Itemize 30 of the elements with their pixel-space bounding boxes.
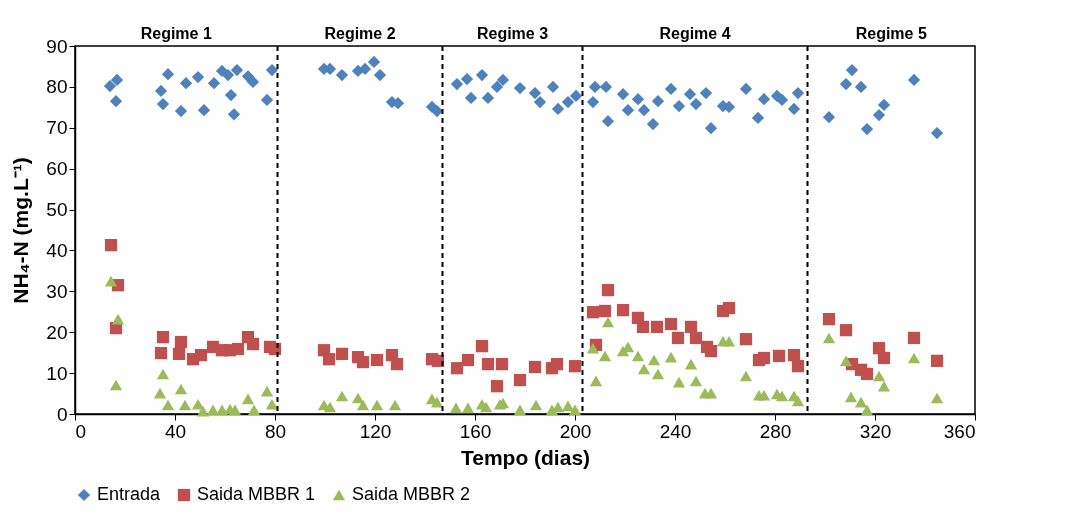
x-tick-label: 120 <box>359 420 392 442</box>
y-tick-label: 10 <box>46 362 68 384</box>
text: Regime 1 <box>140 25 212 42</box>
legend-label: Saida MBBR 2 <box>352 484 471 504</box>
x-tick-label: 0 <box>75 420 87 442</box>
x-tick-label: 160 <box>459 420 492 442</box>
x-tick-label: 320 <box>859 420 892 442</box>
y-tick-label: 30 <box>46 280 68 302</box>
x-tick-label: 280 <box>759 420 792 442</box>
y-tick-label: 90 <box>46 35 68 57</box>
y-tick-label: 20 <box>46 321 68 343</box>
x-tick-label: 200 <box>559 420 592 442</box>
x-tick-label: 360 <box>943 420 976 442</box>
text: Regime 3 <box>476 25 549 42</box>
legend-label: Entrada <box>97 484 162 504</box>
y-tick-label: 50 <box>46 199 68 221</box>
y-tick-label: 0 <box>56 403 68 425</box>
y-axis-title: NH₄-N (mg.L⁻¹) <box>9 157 33 304</box>
x-axis-title: Tempo (dias) <box>460 445 591 469</box>
text: Regime 4 <box>659 25 731 42</box>
y-tick-label: 60 <box>46 158 68 180</box>
text: Regime 5 <box>855 25 927 42</box>
x-tick-label: 40 <box>164 420 187 442</box>
text: Regime 2 <box>324 25 396 42</box>
legend-label: Saida MBBR 1 <box>197 484 316 504</box>
x-tick-label: 80 <box>264 420 287 442</box>
y-tick-label: 40 <box>46 239 68 261</box>
y-tick-label: 70 <box>46 117 68 139</box>
x-tick-label: 240 <box>659 420 692 442</box>
y-tick-label: 80 <box>46 76 68 98</box>
